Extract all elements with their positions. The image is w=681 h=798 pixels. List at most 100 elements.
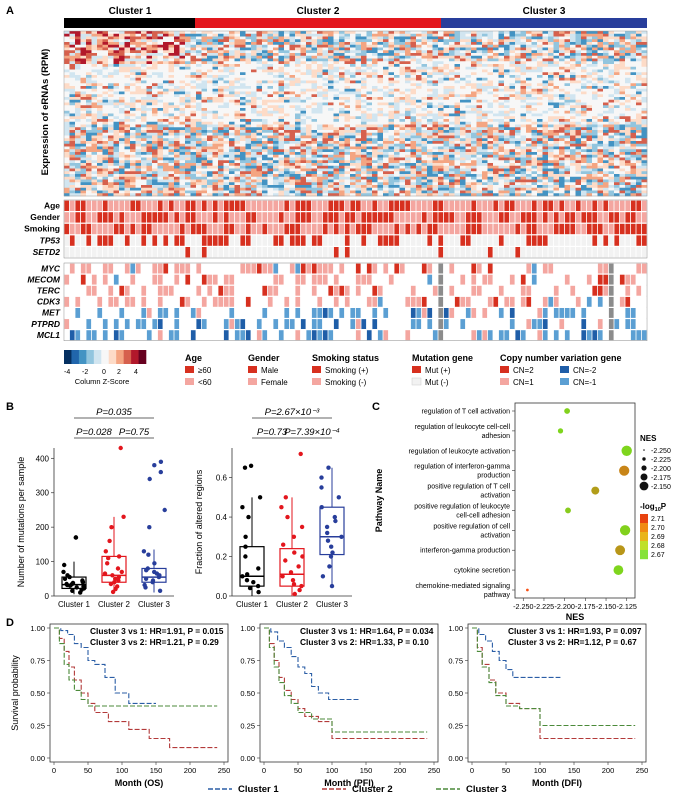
heatmap-cell: [234, 152, 241, 156]
heatmap-cell: [201, 88, 208, 92]
heatmap-cell: [482, 69, 488, 73]
heatmap-cell: [284, 138, 290, 142]
heatmap-cell: [317, 31, 323, 35]
heatmap-cell: [487, 124, 494, 128]
heatmap-cell: [146, 110, 153, 114]
heatmap-cell: [141, 176, 147, 180]
heatmap-cell: [493, 55, 499, 59]
heatmap-cell: [333, 33, 340, 37]
heatmap-cell: [69, 171, 76, 175]
heatmap-cell: [135, 66, 142, 70]
heatmap-cell: [267, 91, 274, 95]
heatmap-cell: [113, 165, 120, 169]
heatmap-cell: [306, 121, 312, 125]
heatmap-cell: [482, 135, 488, 139]
heatmap-cell: [273, 39, 279, 43]
heatmap-cell: [179, 69, 186, 73]
heatmap-cell: [355, 174, 362, 178]
heatmap-cell: [405, 135, 411, 139]
heatmap-cell: [86, 99, 92, 103]
heatmap-cell: [185, 77, 191, 81]
heatmap-cell: [91, 83, 98, 87]
heatmap-cell: [212, 88, 219, 92]
heatmap-cell: [295, 171, 301, 175]
heatmap-cell: [245, 33, 252, 37]
heatmap-cell: [267, 179, 274, 183]
heatmap-cell: [410, 141, 417, 145]
heatmap-cell: [80, 168, 87, 172]
heatmap-cell: [438, 88, 444, 92]
heatmap-cell: [284, 141, 290, 145]
heatmap-cell: [460, 190, 466, 194]
heatmap-cell: [438, 143, 444, 147]
heatmap-cell: [416, 99, 422, 103]
heatmap-cell: [102, 121, 109, 125]
heatmap-cell: [229, 97, 235, 101]
heatmap-cell: [487, 36, 494, 40]
heatmap-cell: [333, 80, 340, 84]
heatmap-cell: [256, 61, 263, 65]
heatmap-cell: [273, 154, 279, 158]
heatmap-cell: [394, 143, 400, 147]
heatmap-cell: [146, 66, 153, 70]
heatmap-cell: [240, 143, 246, 147]
heatmap-cell: [108, 165, 114, 169]
heatmap-cell: [410, 171, 417, 175]
heatmap-cell: [141, 86, 147, 90]
heatmap-cell: [196, 135, 202, 139]
heatmap-cell: [196, 91, 202, 95]
heatmap-cell: [119, 160, 125, 164]
heatmap-cell: [504, 83, 510, 87]
heatmap-cell: [317, 64, 323, 68]
heatmap-cell: [372, 88, 378, 92]
heatmap-cell: [366, 168, 373, 172]
heatmap-cell: [300, 165, 307, 169]
heatmap-cell: [504, 124, 510, 128]
heatmap-cell: [289, 149, 296, 153]
heatmap-cell: [487, 146, 494, 150]
heatmap-cell: [410, 127, 417, 131]
heatmap-cell: [229, 171, 235, 175]
heatmap-cell: [256, 132, 263, 136]
heatmap-cell: [97, 108, 103, 112]
heatmap-cell: [317, 135, 323, 139]
heatmap-cell: [91, 110, 98, 114]
heatmap-cell: [421, 130, 428, 134]
heatmap-cell: [267, 58, 274, 62]
heatmap-cell: [218, 88, 224, 92]
heatmap-cell: [179, 152, 186, 156]
heatmap-cell: [366, 110, 373, 114]
heatmap-cell: [86, 160, 92, 164]
heatmap-cell: [69, 108, 76, 112]
heatmap-cell: [427, 187, 433, 191]
heatmap-cell: [416, 75, 422, 79]
heatmap-cell: [201, 80, 208, 84]
heatmap-cell: [174, 179, 180, 183]
heatmap-cell: [102, 31, 109, 35]
heatmap-cell: [295, 132, 301, 136]
heatmap-cell: [460, 61, 466, 65]
heatmap-cell: [493, 174, 499, 178]
heatmap-cell: [240, 64, 246, 68]
heatmap-cell: [405, 187, 411, 191]
heatmap-cell: [317, 39, 323, 43]
heatmap-cell: [256, 168, 263, 172]
heatmap-cell: [493, 91, 499, 95]
heatmap-cell: [75, 190, 81, 194]
heatmap-cell: [460, 119, 466, 123]
heatmap-cell: [190, 66, 197, 70]
heatmap-cell: [350, 64, 356, 68]
heatmap-cell: [267, 176, 274, 180]
heatmap-cell: [91, 146, 98, 150]
heatmap-cell: [421, 44, 428, 48]
heatmap-cell: [69, 119, 76, 123]
heatmap-cell: [179, 190, 186, 194]
heatmap-cell: [449, 176, 455, 180]
heatmap-cell: [295, 141, 301, 145]
heatmap-cell: [80, 176, 87, 180]
heatmap-cell: [427, 141, 433, 145]
heatmap-cell: [454, 157, 461, 161]
heatmap-cell: [460, 110, 466, 114]
heatmap-cell: [130, 190, 136, 194]
heatmap-cell: [190, 135, 197, 139]
